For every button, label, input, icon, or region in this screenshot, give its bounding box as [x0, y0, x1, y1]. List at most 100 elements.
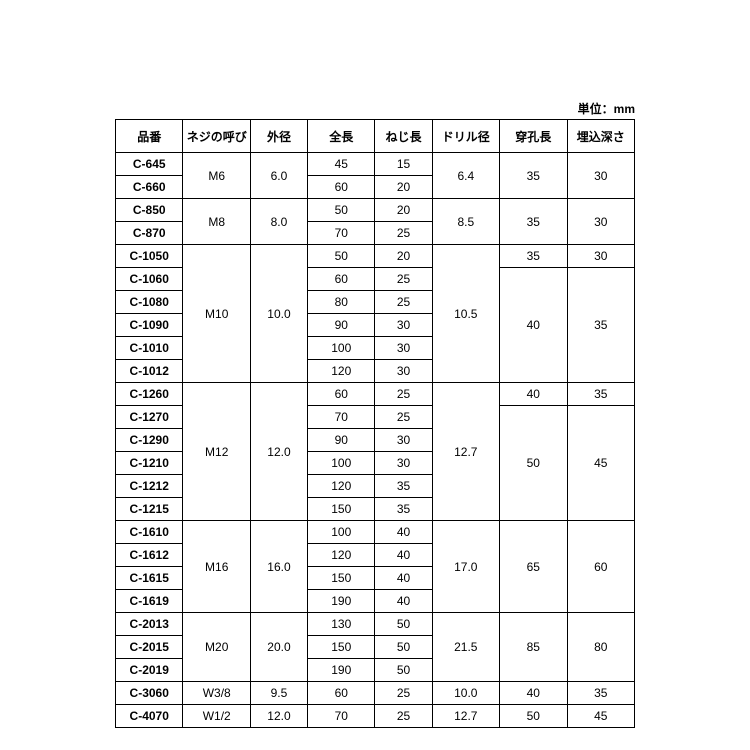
cell-drill: 12.7 — [432, 383, 499, 521]
cell-length: 100 — [308, 521, 375, 544]
col-header-4: ねじ長 — [375, 120, 432, 153]
cell-part-number: C-3060 — [116, 682, 183, 705]
table-row: C-3060W3/89.5602510.04035 — [116, 682, 635, 705]
cell-part-number: C-1210 — [116, 452, 183, 475]
table-row: C-1610M1616.01004017.06560 — [116, 521, 635, 544]
cell-embed-depth: 35 — [567, 383, 635, 406]
table-row: C-850M88.050208.53530 — [116, 199, 635, 222]
cell-od: 20.0 — [250, 613, 307, 682]
cell-hole-length: 50 — [500, 705, 567, 728]
cell-hole-length: 65 — [500, 521, 567, 613]
cell-embed-depth: 30 — [567, 245, 635, 268]
cell-embed-depth: 35 — [567, 268, 635, 383]
table-row: C-1050M1010.0502010.53530 — [116, 245, 635, 268]
cell-length: 190 — [308, 659, 375, 682]
col-header-6: 穿孔長 — [500, 120, 567, 153]
cell-thread: M20 — [183, 613, 250, 682]
cell-length: 90 — [308, 429, 375, 452]
table-header-row: 品番ネジの呼び外径全長ねじ長ドリル径穿孔長埋込深さ — [116, 120, 635, 153]
cell-part-number: C-660 — [116, 176, 183, 199]
cell-thread-length: 40 — [375, 567, 432, 590]
cell-embed-depth: 60 — [567, 521, 635, 613]
cell-length: 50 — [308, 199, 375, 222]
cell-thread-length: 25 — [375, 222, 432, 245]
cell-od: 12.0 — [250, 705, 307, 728]
cell-thread-length: 40 — [375, 590, 432, 613]
cell-hole-length: 35 — [500, 153, 567, 199]
cell-drill: 12.7 — [432, 705, 499, 728]
cell-thread: M6 — [183, 153, 250, 199]
cell-thread-length: 25 — [375, 705, 432, 728]
cell-length: 70 — [308, 705, 375, 728]
table-row: C-4070W1/212.0702512.75045 — [116, 705, 635, 728]
cell-drill: 6.4 — [432, 153, 499, 199]
cell-thread: M16 — [183, 521, 250, 613]
cell-part-number: C-1212 — [116, 475, 183, 498]
cell-part-number: C-1090 — [116, 314, 183, 337]
cell-length: 150 — [308, 636, 375, 659]
cell-thread-length: 20 — [375, 176, 432, 199]
cell-od: 6.0 — [250, 153, 307, 199]
cell-part-number: C-1619 — [116, 590, 183, 613]
cell-thread-length: 15 — [375, 153, 432, 176]
cell-part-number: C-2013 — [116, 613, 183, 636]
cell-length: 130 — [308, 613, 375, 636]
cell-part-number: C-1060 — [116, 268, 183, 291]
cell-part-number: C-1270 — [116, 406, 183, 429]
table-row: C-1260M1212.0602512.74035 — [116, 383, 635, 406]
cell-length: 60 — [308, 383, 375, 406]
cell-length: 190 — [308, 590, 375, 613]
cell-part-number: C-1260 — [116, 383, 183, 406]
cell-thread: M12 — [183, 383, 250, 521]
cell-hole-length: 35 — [500, 245, 567, 268]
cell-part-number: C-1050 — [116, 245, 183, 268]
cell-thread-length: 25 — [375, 268, 432, 291]
cell-length: 45 — [308, 153, 375, 176]
cell-length: 120 — [308, 360, 375, 383]
col-header-7: 埋込深さ — [567, 120, 635, 153]
cell-thread-length: 50 — [375, 613, 432, 636]
cell-thread-length: 50 — [375, 659, 432, 682]
cell-drill: 17.0 — [432, 521, 499, 613]
cell-part-number: C-1610 — [116, 521, 183, 544]
cell-thread-length: 30 — [375, 429, 432, 452]
cell-part-number: C-1010 — [116, 337, 183, 360]
col-header-5: ドリル径 — [432, 120, 499, 153]
cell-thread-length: 35 — [375, 498, 432, 521]
cell-length: 150 — [308, 498, 375, 521]
cell-drill: 10.5 — [432, 245, 499, 383]
table-body: C-645M66.045156.43530C-6606020C-850M88.0… — [116, 153, 635, 728]
cell-part-number: C-1612 — [116, 544, 183, 567]
cell-length: 60 — [308, 268, 375, 291]
cell-thread-length: 25 — [375, 406, 432, 429]
cell-thread-length: 40 — [375, 544, 432, 567]
cell-length: 120 — [308, 544, 375, 567]
cell-part-number: C-2015 — [116, 636, 183, 659]
cell-part-number: C-1012 — [116, 360, 183, 383]
col-header-1: ネジの呼び — [183, 120, 250, 153]
cell-thread-length: 20 — [375, 245, 432, 268]
cell-embed-depth: 35 — [567, 682, 635, 705]
cell-part-number: C-1615 — [116, 567, 183, 590]
table-row: C-2013M2020.01305021.58580 — [116, 613, 635, 636]
cell-thread-length: 25 — [375, 291, 432, 314]
cell-thread-length: 30 — [375, 360, 432, 383]
cell-part-number: C-1215 — [116, 498, 183, 521]
cell-drill: 10.0 — [432, 682, 499, 705]
cell-od: 16.0 — [250, 521, 307, 613]
cell-length: 90 — [308, 314, 375, 337]
cell-od: 8.0 — [250, 199, 307, 245]
cell-part-number: C-1080 — [116, 291, 183, 314]
spec-table: 品番ネジの呼び外径全長ねじ長ドリル径穿孔長埋込深さ C-645M66.04515… — [115, 119, 635, 728]
cell-drill: 8.5 — [432, 199, 499, 245]
cell-hole-length: 40 — [500, 268, 567, 383]
cell-part-number: C-870 — [116, 222, 183, 245]
cell-thread-length: 35 — [375, 475, 432, 498]
cell-hole-length: 40 — [500, 682, 567, 705]
cell-thread-length: 30 — [375, 314, 432, 337]
cell-thread-length: 25 — [375, 682, 432, 705]
cell-hole-length: 85 — [500, 613, 567, 682]
cell-part-number: C-4070 — [116, 705, 183, 728]
cell-embed-depth: 30 — [567, 153, 635, 199]
cell-part-number: C-645 — [116, 153, 183, 176]
